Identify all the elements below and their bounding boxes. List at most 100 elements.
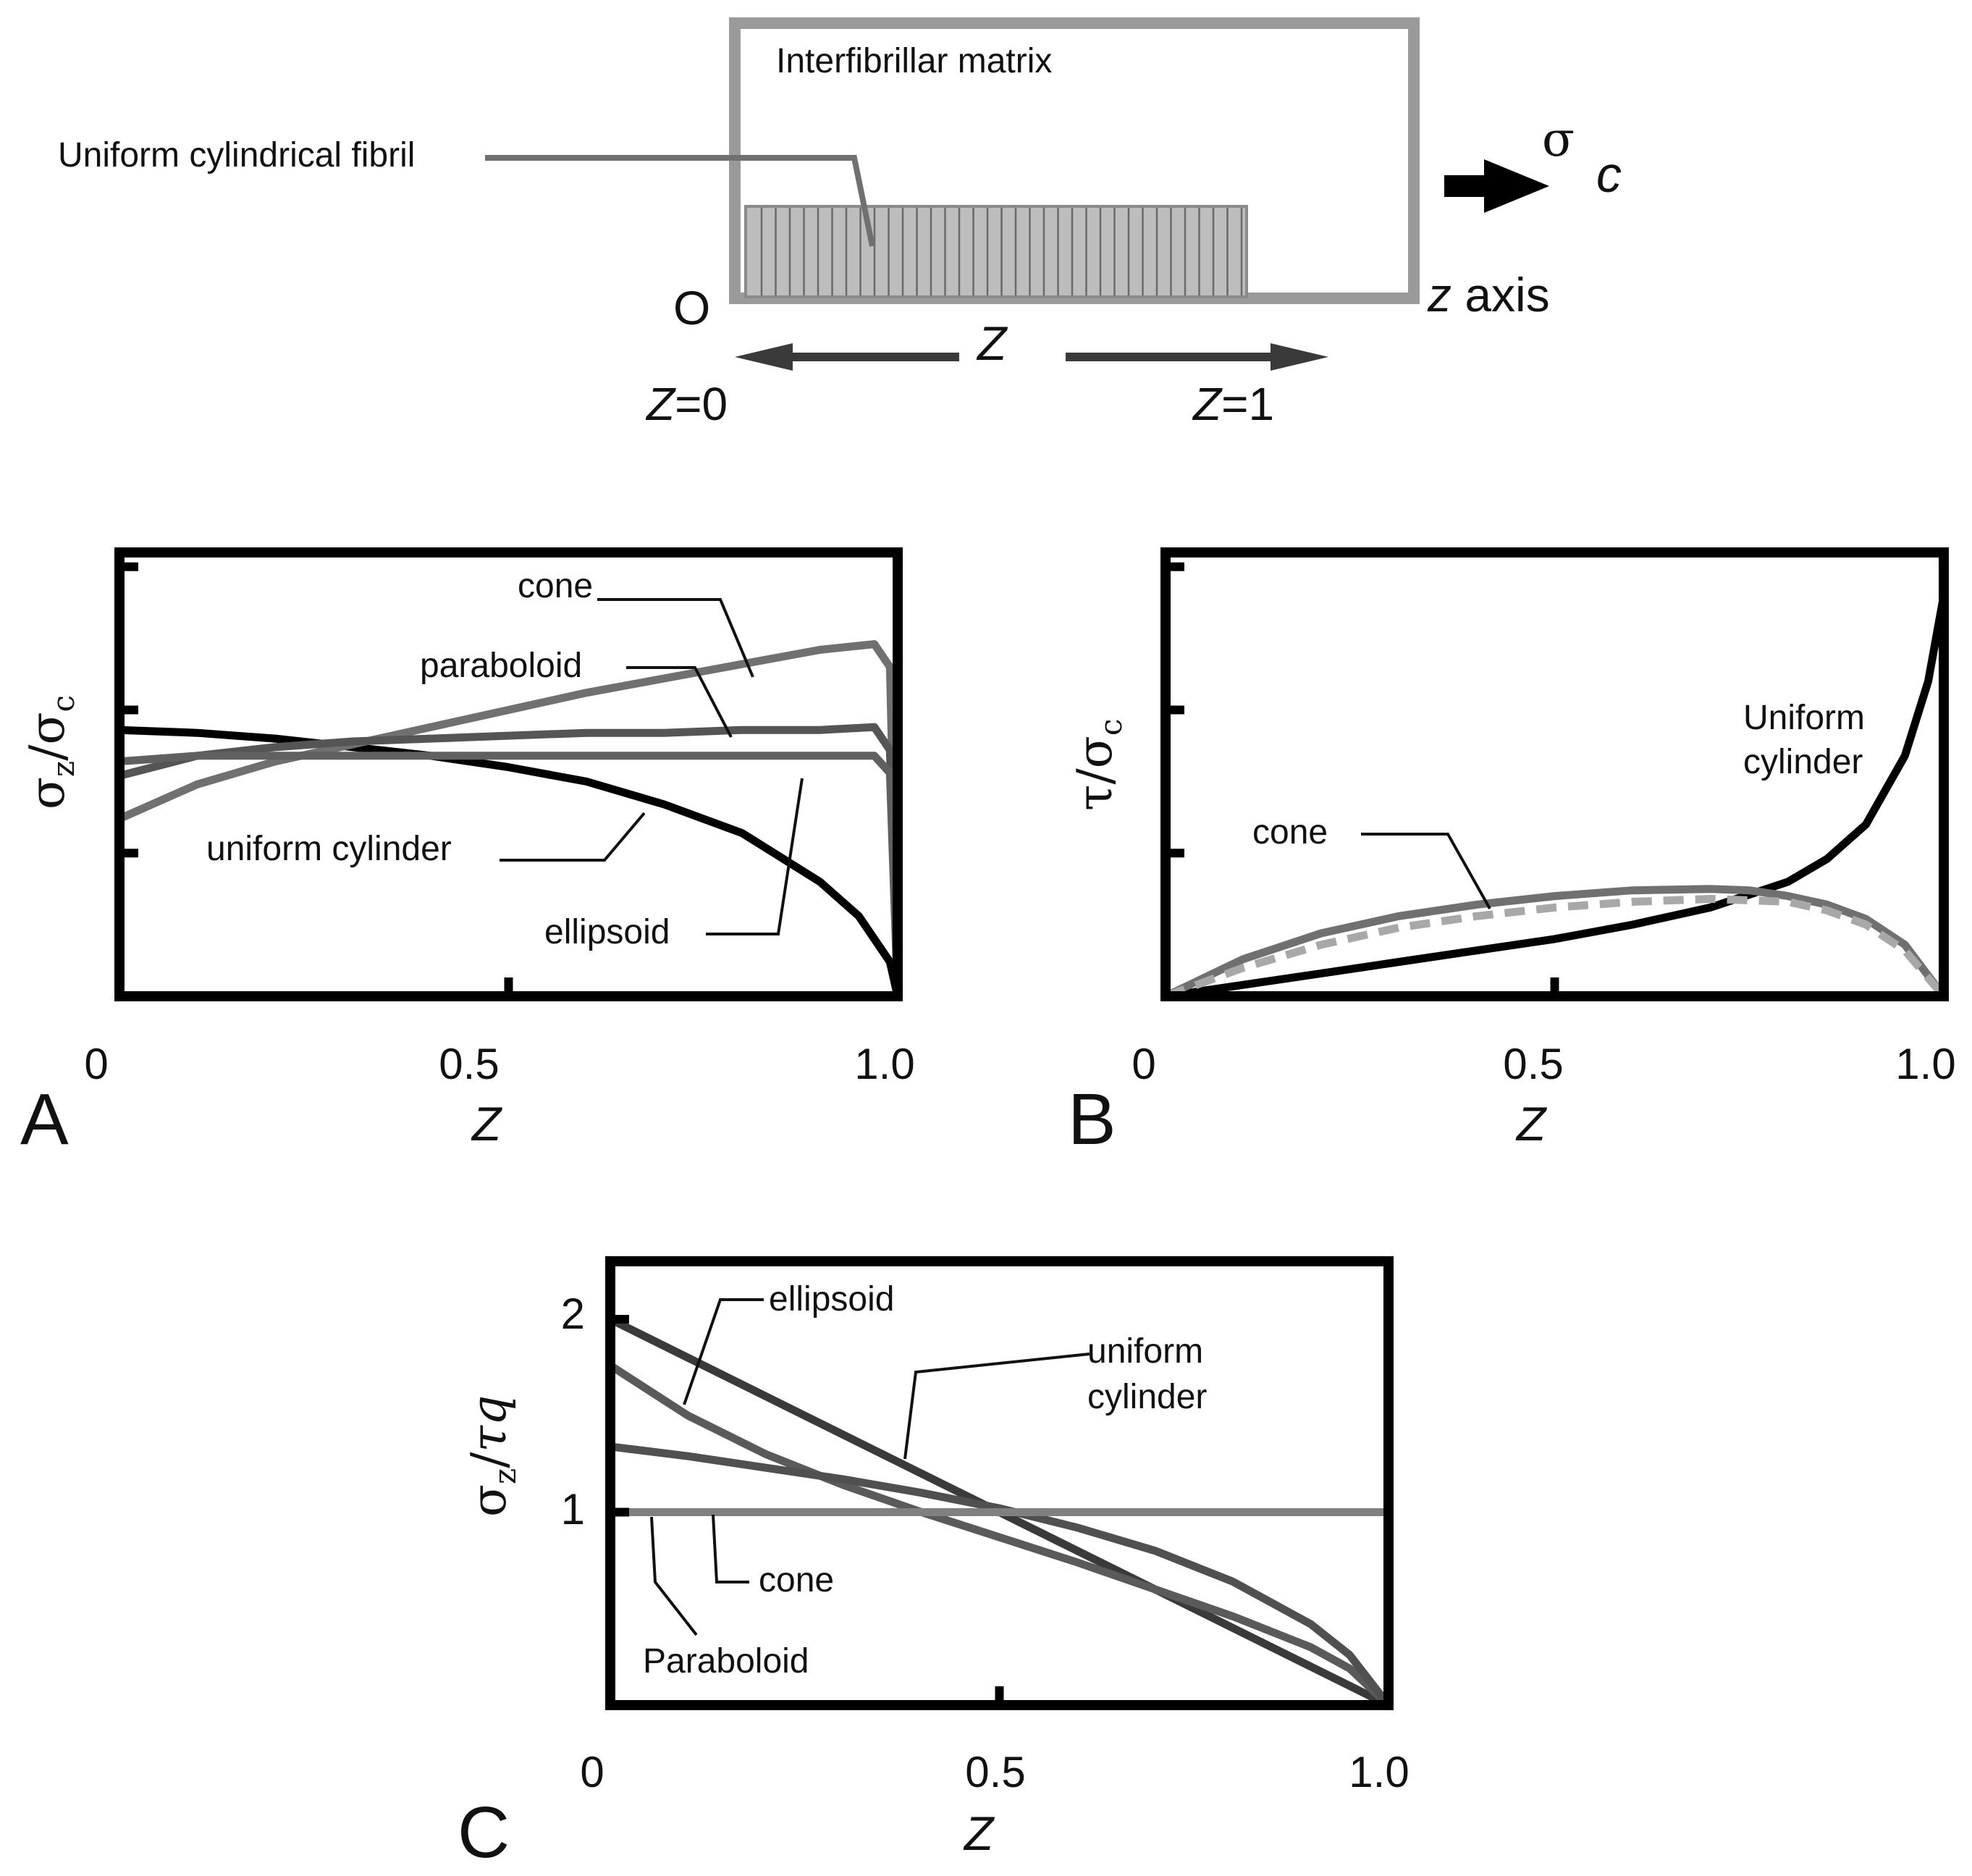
b-uniform-label: Uniform	[1743, 699, 1865, 737]
c-ellipsoid-leader	[683, 1298, 764, 1405]
panel-a-annotations: cone paraboloid uniform cylinder ellipso…	[206, 567, 804, 951]
b-cylinder-label: cylinder	[1743, 743, 1863, 781]
z0-var: Z	[645, 378, 676, 430]
b-xtick-0: 0	[1132, 1040, 1155, 1088]
c-panel-label: C	[458, 1792, 510, 1873]
a-paraboloid-label: paraboloid	[420, 647, 582, 685]
panel-a: cone paraboloid uniform cylinder ellipso…	[20, 547, 915, 1160]
b-xtick-0.5: 0.5	[1503, 1040, 1563, 1088]
z-arrow-left-shaft	[789, 353, 959, 361]
b-ylabel-den-sub: c	[1093, 719, 1129, 736]
c-cone-leader	[712, 1514, 749, 1583]
b-xlabel: Z	[1515, 1097, 1548, 1151]
panel-a-series-paraboloid	[115, 723, 902, 1001]
c-xtick-0.5: 0.5	[965, 1748, 1025, 1796]
panel-b-series-dashed-2	[1164, 895, 1947, 1001]
z1-var: Z	[1192, 378, 1223, 430]
c-paraboloid-label: Paraboloid	[643, 1642, 809, 1681]
a-xtick-1.0: 1.0	[854, 1040, 914, 1088]
b-ylabel-slash: /	[1067, 767, 1123, 784]
a-panel-label: A	[20, 1079, 69, 1160]
panel-b-ticks	[1166, 562, 1559, 996]
c-ylabel-num: σ	[461, 1484, 517, 1517]
panel-b-annotations: Uniform cylinder cone	[1252, 699, 1865, 909]
a-xtick-0.5: 0.5	[439, 1040, 499, 1088]
panel-a-series-ellipsoid	[115, 752, 902, 1001]
z-arrow-right-head	[1271, 343, 1328, 371]
schematic: Interfibrillar matrix Uniform cylindrica…	[58, 17, 1622, 430]
a-ylabel-den: σ	[20, 712, 75, 744]
panel-a-series-cone	[115, 640, 902, 1001]
c-xtick-1.0: 1.0	[1349, 1748, 1409, 1796]
c-ylabel: σz/τq	[461, 1395, 523, 1517]
z0-label: Z=0	[645, 378, 728, 430]
b-xtick-1.0: 1.0	[1895, 1040, 1955, 1088]
z-axis-var: z	[1427, 268, 1451, 321]
c-ylabel-slash: /	[461, 1452, 517, 1468]
z-axis-text: axis	[1451, 268, 1550, 321]
a-ellipsoid-leader	[706, 778, 804, 935]
z1-label: Z=1	[1192, 378, 1274, 430]
c-ytick-1: 1	[561, 1485, 585, 1534]
a-ylabel-num-sub: z	[46, 761, 81, 777]
fibril	[744, 205, 1248, 298]
panel-c-ticks	[610, 1314, 1004, 1705]
stress-arrow-head	[1484, 159, 1549, 213]
c-ytick-2: 2	[561, 1290, 585, 1338]
a-ellipsoid-label: ellipsoid	[544, 913, 670, 951]
panel-a-series-uniform-cylinder	[115, 725, 902, 1001]
c-ylabel-den: τq	[461, 1395, 517, 1452]
panel-b-series	[1161, 591, 1948, 1001]
panel-b-series-uniform-cylinder	[1161, 591, 1948, 1001]
b-ylabel-den: σ	[1067, 736, 1123, 768]
a-ylabel: σz/σc	[20, 695, 81, 809]
panel-b-series-cone	[1161, 885, 1948, 1001]
matrix-label: Interfibrillar matrix	[776, 42, 1052, 80]
c-cone-label: cone	[759, 1561, 834, 1599]
z1-text: =1	[1221, 378, 1274, 430]
c-xlabel: Z	[963, 1806, 995, 1860]
panel-c-annotations: ellipsoid uniform cylinder cone Parabolo…	[643, 1280, 1207, 1681]
a-uniform-cylinder-label: uniform cylinder	[206, 830, 452, 868]
panel-b: Uniform cylinder cone 0 0.5 1.0 Z B τ/σc	[1067, 547, 1956, 1160]
a-xtick-0: 0	[84, 1040, 108, 1088]
panel-a-series	[115, 640, 902, 1001]
c-uniform-leader	[903, 1353, 1090, 1460]
b-cone-label: cone	[1252, 813, 1328, 851]
panel-c-frame	[605, 1256, 1394, 1710]
panel-c-series	[606, 1315, 1393, 1709]
c-uniform-label: uniform	[1087, 1332, 1203, 1371]
a-xlabel: Z	[471, 1097, 503, 1151]
a-ylabel-slash: /	[20, 744, 75, 761]
z-axis-label: z axis	[1427, 268, 1550, 321]
panel-c-series-cone	[606, 1442, 1393, 1709]
a-ylabel-num: σ	[20, 777, 75, 809]
c-xtick-0: 0	[580, 1748, 604, 1796]
a-cone-label: cone	[518, 567, 593, 605]
c-cylinder-label: cylinder	[1087, 1378, 1207, 1416]
c-ylabel-num-sub: z	[487, 1468, 523, 1484]
z-arrow-right-shaft	[1066, 353, 1276, 361]
panel-a-ticks	[119, 562, 513, 996]
origin-label: O	[673, 281, 710, 335]
z-arrow-left-head	[735, 343, 793, 371]
c-paraboloid-leader	[650, 1516, 698, 1636]
b-cone-leader	[1361, 833, 1491, 909]
a-ylabel-den-sub: c	[46, 695, 81, 712]
panel-c-series-ellipsoid	[606, 1361, 1393, 1709]
stress-symbol: σ	[1542, 112, 1575, 167]
fibril-hatching	[760, 208, 1243, 295]
stress-subscript: c	[1596, 146, 1622, 203]
b-ylabel-num: τ	[1067, 784, 1123, 811]
stress-arrow-shaft	[1444, 175, 1488, 197]
b-panel-label: B	[1068, 1079, 1116, 1160]
a-paraboloid-leader	[626, 666, 733, 738]
z-symbol: Z	[976, 316, 1008, 370]
fibril-leader	[485, 155, 875, 247]
panel-c: ellipsoid uniform cylinder cone Parabolo…	[458, 1256, 1410, 1873]
z0-text: =0	[675, 378, 728, 430]
b-ylabel: τ/σc	[1067, 719, 1129, 811]
a-uniform-cylinder-leader	[500, 812, 646, 862]
fibril-label: Uniform cylindrical fibril	[58, 136, 415, 174]
